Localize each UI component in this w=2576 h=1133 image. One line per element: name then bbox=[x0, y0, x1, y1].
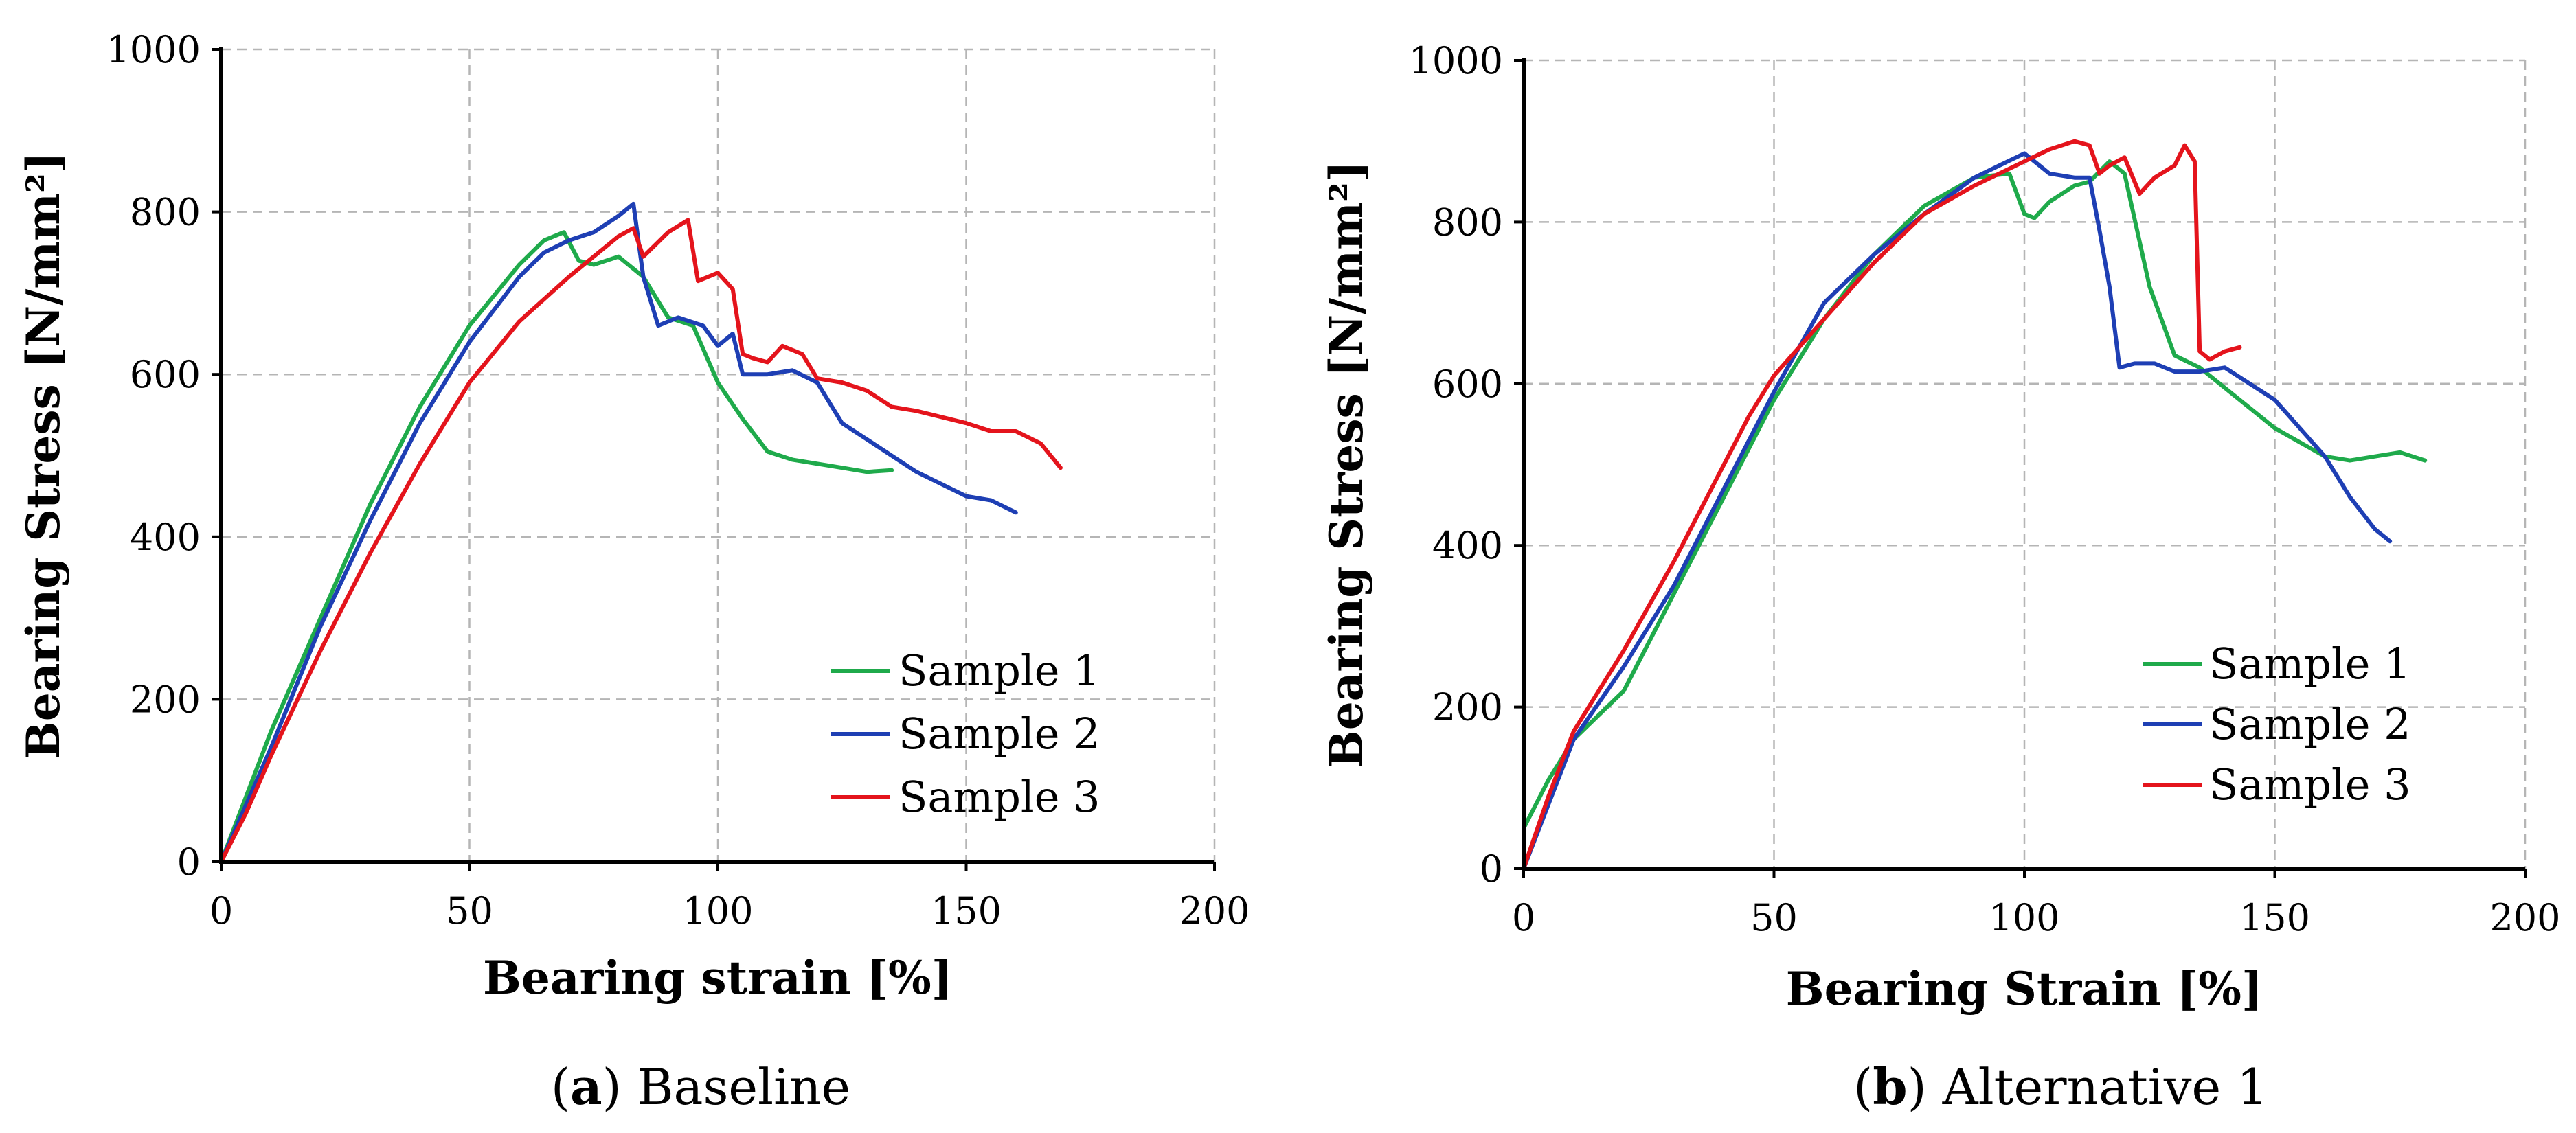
x-tick-label: 0 bbox=[1512, 896, 1535, 939]
caption-a-letter: a bbox=[570, 1057, 602, 1116]
x-axis-label: Bearing strain [%] bbox=[483, 951, 953, 1005]
series-line-sample-2 bbox=[219, 201, 1018, 864]
caption-a-text: Baseline bbox=[637, 1058, 850, 1116]
x-tick-label: 50 bbox=[446, 889, 493, 932]
y-axis-label: Bearing Stress [N/mm²] bbox=[16, 152, 70, 759]
caption-b-text: Alternative 1 bbox=[1942, 1058, 2268, 1116]
x-tick-label: 150 bbox=[931, 889, 1002, 932]
y-tick-label: 600 bbox=[130, 353, 201, 396]
caption-a: (a) Baseline bbox=[551, 1057, 850, 1116]
chart-a-baseline: 0 50 100 150 200 0 200 400 600 800 1000 Bearing str… bbox=[16, 28, 1250, 1005]
x-tick-label: 0 bbox=[210, 889, 233, 932]
x-tick-label: 200 bbox=[2489, 896, 2560, 939]
y-tick-label: 400 bbox=[130, 516, 201, 559]
legend-label: Sample 1 bbox=[2209, 639, 2411, 689]
series-line-sample-2 bbox=[1522, 151, 2393, 871]
y-axis-label: Bearing Stress [N/mm²] bbox=[1320, 161, 1373, 768]
series-line-sample-1 bbox=[1522, 159, 2428, 831]
y-tick-label: 0 bbox=[177, 840, 201, 884]
series-line-sample-1 bbox=[219, 230, 894, 864]
y-tick-label: 200 bbox=[130, 678, 201, 721]
caption-b-letter: b bbox=[1873, 1057, 1907, 1116]
legend-label: Sample 3 bbox=[899, 772, 1100, 822]
legend: Sample 1 Sample 2 Sample 3 bbox=[2143, 639, 2411, 810]
series-line-sample-3 bbox=[1522, 139, 2242, 871]
y-tick-label: 400 bbox=[1432, 524, 1503, 567]
x-tick-label: 100 bbox=[1989, 896, 2059, 939]
y-tick-label: 600 bbox=[1432, 363, 1503, 406]
legend-label: Sample 3 bbox=[2209, 759, 2411, 810]
y-tick-label: 800 bbox=[130, 191, 201, 234]
y-tick-label: 1000 bbox=[1409, 39, 1503, 82]
chart-b-alternative-1: 0 50 100 150 200 0 200 400 600 800 1000 Bearing Str… bbox=[1320, 39, 2561, 1016]
legend-label: Sample 2 bbox=[2209, 699, 2411, 749]
x-tick-label: 200 bbox=[1179, 889, 1250, 932]
y-tick-label: 800 bbox=[1432, 201, 1503, 244]
y-tick-label: 200 bbox=[1432, 686, 1503, 729]
series-line-sample-3 bbox=[219, 218, 1063, 864]
y-tick-label: 0 bbox=[1480, 847, 1503, 891]
x-tick-label: 150 bbox=[2239, 896, 2310, 939]
x-tick-label: 100 bbox=[682, 889, 753, 932]
legend: Sample 1 Sample 2 Sample 3 bbox=[831, 645, 1100, 822]
legend-label: Sample 2 bbox=[899, 709, 1100, 759]
legend-label: Sample 1 bbox=[899, 645, 1100, 696]
y-tick-label: 1000 bbox=[106, 28, 201, 71]
caption-b: (b) Alternative 1 bbox=[1853, 1057, 2268, 1116]
x-tick-label: 50 bbox=[1750, 896, 1798, 939]
x-axis-label: Bearing Strain [%] bbox=[1786, 962, 2263, 1016]
